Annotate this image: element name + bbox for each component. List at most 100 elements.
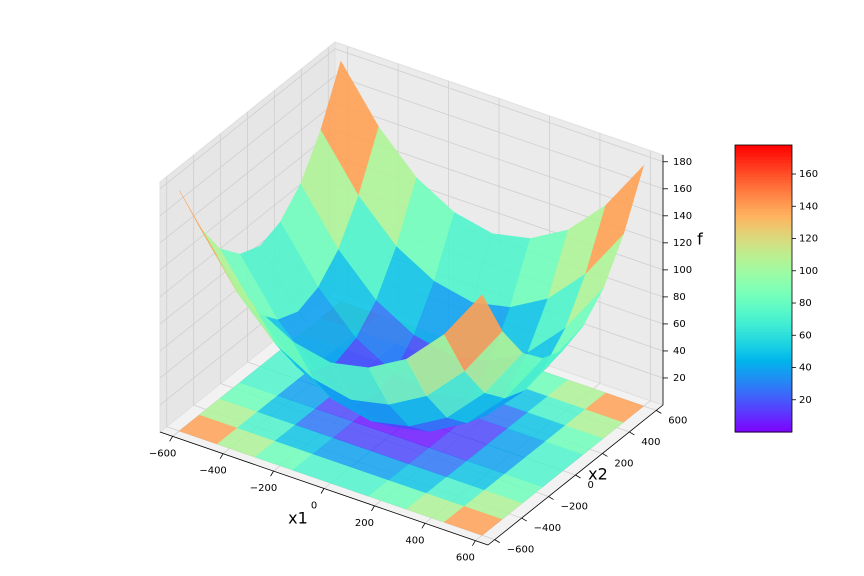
colorbar-strip xyxy=(735,423,792,427)
z-tick-label: 140 xyxy=(673,211,692,222)
colorbar-tick-label: 100 xyxy=(799,266,818,277)
tick-mark xyxy=(494,539,500,543)
x-tick-label: 200 xyxy=(355,518,374,529)
colorbar-strip xyxy=(735,208,792,212)
colorbar-strip xyxy=(735,173,792,178)
colorbar-strip xyxy=(735,145,792,149)
tick-mark xyxy=(602,453,608,457)
z-tick-label: 80 xyxy=(673,292,686,303)
colorbar-tick-label: 80 xyxy=(799,298,812,309)
tick-mark xyxy=(521,517,527,522)
colorbar-strip xyxy=(735,265,792,270)
colorbar-strip xyxy=(735,147,792,152)
y-tick-label: −200 xyxy=(561,502,588,513)
colorbar-strip xyxy=(735,391,792,396)
colorbar-strip xyxy=(735,411,792,416)
colorbar-strip xyxy=(735,297,792,301)
colorbar-strip xyxy=(735,406,792,410)
colorbar-tick-label: 60 xyxy=(799,330,812,341)
colorbar-strip xyxy=(735,299,792,304)
colorbar-strip xyxy=(735,196,792,201)
colorbar-strip xyxy=(735,394,792,399)
colorbar-strip xyxy=(735,343,792,347)
colorbar-strip xyxy=(735,162,792,166)
colorbar-strip xyxy=(735,291,792,295)
y-axis-label: x2 xyxy=(588,465,608,484)
colorbar-strip xyxy=(735,417,792,422)
tick-mark xyxy=(472,540,476,546)
colorbar-strip xyxy=(735,262,792,267)
colorbar-strip xyxy=(735,371,792,376)
surface xyxy=(179,60,644,432)
colorbar-strip xyxy=(735,188,792,192)
colorbar-strip xyxy=(735,236,792,241)
floor-contour xyxy=(585,392,645,423)
colorbar-strip xyxy=(735,302,792,307)
y-tick-label: −400 xyxy=(534,523,561,534)
colorbar-strip xyxy=(735,159,792,163)
z-tick-label: 180 xyxy=(673,157,692,168)
colorbar-tick-label: 160 xyxy=(799,169,818,180)
tick-mark xyxy=(421,523,426,529)
z-tick-label: 160 xyxy=(673,184,692,195)
x-tick-label: 400 xyxy=(405,535,424,546)
z-tick-label: 60 xyxy=(673,319,686,330)
colorbar-strip xyxy=(735,383,792,387)
colorbar-strip xyxy=(735,397,792,402)
grid-line xyxy=(334,102,664,217)
colorbar-tick-label: 140 xyxy=(799,201,818,212)
colorbar-strip xyxy=(735,150,792,155)
colorbar-strip xyxy=(735,179,792,183)
z-tick-label: 100 xyxy=(673,265,692,276)
y-tick-label: 400 xyxy=(641,437,660,448)
tick-mark xyxy=(371,505,375,512)
colorbar-tick-label: 120 xyxy=(799,234,818,245)
x-tick-label: −200 xyxy=(250,483,277,494)
x-tick-label: −400 xyxy=(199,466,226,477)
grid-line xyxy=(159,75,336,217)
colorbar-strip xyxy=(735,374,792,379)
grid-line xyxy=(159,48,336,190)
colorbar-strip xyxy=(735,380,792,384)
y-axis xyxy=(487,404,664,546)
colorbar-strip xyxy=(735,334,792,338)
colorbar-strip xyxy=(735,305,792,310)
colorbar-strip xyxy=(735,400,792,404)
colorbar-strip xyxy=(735,351,792,356)
colorbar-strip xyxy=(735,211,792,215)
tick-mark xyxy=(629,431,635,436)
colorbar-strip xyxy=(735,219,792,224)
z-tick-label: 120 xyxy=(673,238,692,249)
colorbar-strip xyxy=(735,354,792,358)
colorbar-strip xyxy=(735,222,792,226)
colorbar-strip xyxy=(735,256,792,261)
x-tick-label: 0 xyxy=(311,501,317,512)
colorbar-strip xyxy=(735,242,792,247)
tick-mark xyxy=(656,410,662,414)
colorbar-strip xyxy=(735,167,792,172)
colorbar-strip xyxy=(735,182,792,186)
colorbar-strip xyxy=(735,190,792,195)
colorbar-strip xyxy=(735,360,792,364)
colorbar-strip xyxy=(735,165,792,169)
colorbar-strip xyxy=(735,202,792,206)
y-tick-label: −600 xyxy=(507,545,534,556)
colorbar-strip xyxy=(735,426,792,430)
colorbar-strip xyxy=(735,268,792,272)
colorbar-strip xyxy=(735,271,792,275)
colorbar-strip xyxy=(735,231,792,235)
colorbar-strip xyxy=(735,314,792,318)
colorbar-strip xyxy=(735,193,792,198)
colorbar-strip xyxy=(735,170,792,175)
tick-mark xyxy=(575,474,581,479)
colorbar-strip xyxy=(735,285,792,290)
grid-line xyxy=(334,48,664,163)
colorbar-strip xyxy=(735,429,792,433)
x-axis-label: x1 xyxy=(288,509,308,528)
z-tick-label: 20 xyxy=(673,373,686,384)
colorbar-strip xyxy=(735,386,792,390)
colorbar-strip xyxy=(735,205,792,209)
colorbar-strip xyxy=(735,239,792,244)
colorbar-strip xyxy=(735,288,792,292)
colorbar-strip xyxy=(735,308,792,313)
